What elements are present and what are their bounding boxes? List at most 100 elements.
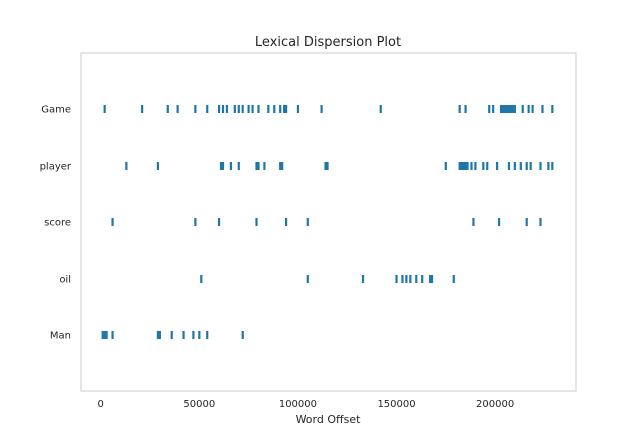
dispersion-mark: [101, 331, 104, 339]
dispersion-mark: [472, 218, 475, 226]
dispersion-mark: [462, 162, 465, 170]
dispersion-mark: [507, 162, 511, 170]
dispersion-mark: [194, 105, 197, 113]
dispersion-mark: [285, 105, 288, 113]
dispersion-mark: [273, 105, 276, 113]
dispersion-mark: [361, 275, 365, 283]
dispersion-mark: [409, 275, 412, 283]
dispersion-mark: [499, 105, 503, 113]
x-tick-label: 100000: [279, 399, 317, 410]
dispersion-mark: [474, 162, 477, 170]
dispersion-mark: [111, 218, 114, 226]
dispersion-mark: [525, 218, 528, 226]
dispersion-mark: [458, 162, 461, 170]
dispersion-mark: [251, 105, 254, 113]
dispersion-mark: [482, 162, 485, 170]
dispersion-mark: [511, 105, 514, 113]
dispersion-mark: [531, 105, 534, 113]
dispersion-mark: [470, 162, 473, 170]
dispersion-mark: [551, 162, 554, 170]
dispersion-mark: [241, 331, 244, 339]
dispersion-mark: [229, 162, 232, 170]
x-tick-label: 0: [98, 399, 104, 410]
dispersion-mark: [237, 105, 240, 113]
dispersion-mark: [460, 162, 463, 170]
dispersion-mark: [166, 105, 169, 113]
dispersion-mark: [501, 105, 505, 113]
dispersion-mark: [379, 105, 382, 113]
dispersion-mark: [279, 162, 282, 170]
dispersion-mark: [527, 105, 530, 113]
dispersion-mark: [103, 105, 106, 113]
dispersion-mark: [466, 162, 469, 170]
dispersion-mark: [521, 105, 524, 113]
dispersion-mark: [503, 105, 507, 113]
x-tick-labels: 0 50000 100000 150000 200000: [98, 399, 515, 410]
dispersion-mark: [111, 331, 114, 339]
dispersion-mark: [513, 162, 516, 170]
dispersion-mark: [217, 105, 221, 113]
dispersion-mark: [141, 105, 144, 113]
dispersion-mark: [221, 105, 225, 113]
dispersion-mark: [192, 331, 195, 339]
dispersion-mark: [509, 105, 513, 113]
dispersion-mark: [125, 162, 128, 170]
dispersion-mark: [464, 162, 467, 170]
dispersion-mark: [105, 331, 108, 339]
dispersion-mark: [257, 162, 260, 170]
dispersion-mark: [507, 105, 511, 113]
x-tick-label: 150000: [377, 399, 415, 410]
dispersion-mark: [296, 105, 300, 113]
dispersion-mark: [326, 162, 329, 170]
dispersion-mark: [519, 162, 522, 170]
dispersion-mark: [496, 162, 499, 170]
dispersion-mark: [200, 275, 203, 283]
dispersion-mark: [444, 162, 447, 170]
dispersion-mark: [225, 105, 229, 113]
dispersion-mark: [428, 275, 432, 283]
dispersion-mark: [541, 105, 544, 113]
dispersion-mark: [464, 105, 467, 113]
dispersion-mark: [206, 331, 209, 339]
dispersion-mark: [539, 162, 542, 170]
dispersion-mark: [539, 218, 542, 226]
dispersion-mark: [156, 162, 160, 170]
chart-title: Lexical Dispersion Plot: [255, 35, 401, 50]
dispersion-mark: [255, 218, 258, 226]
dispersion-mark: [505, 105, 509, 113]
dispersion-mark: [421, 275, 424, 283]
dispersion-mark: [306, 218, 309, 226]
dispersion-mark: [279, 105, 282, 113]
category-label: oil: [59, 275, 71, 286]
x-axis-label: Word Offset: [296, 413, 362, 426]
category-label: score: [44, 218, 71, 229]
dispersion-mark: [241, 105, 244, 113]
dispersion-mark: [257, 105, 260, 113]
dispersion-mark: [452, 275, 455, 283]
category-label: Game: [41, 105, 71, 116]
dispersion-mark: [513, 105, 516, 113]
dispersion-mark: [401, 275, 404, 283]
dispersion-mark: [492, 105, 495, 113]
dispersion-mark: [206, 105, 209, 113]
dispersion-mark: [285, 218, 288, 226]
dispersion-mark: [306, 275, 309, 283]
dispersion-mark: [283, 105, 286, 113]
dispersion-mark: [182, 331, 185, 339]
dispersion-mark: [497, 218, 501, 226]
dispersion-mark: [233, 105, 236, 113]
dispersion-mark: [103, 331, 106, 339]
dispersion-mark: [267, 105, 270, 113]
dispersion-mark: [219, 162, 223, 170]
x-tick-label: 50000: [183, 399, 215, 410]
dispersion-mark: [263, 162, 266, 170]
dispersion-mark: [547, 162, 550, 170]
dispersion-mark: [395, 275, 398, 283]
dispersion-mark: [486, 162, 489, 170]
dispersion-mark: [194, 218, 197, 226]
dispersion-mark: [198, 331, 201, 339]
dispersion-mark: [158, 331, 161, 339]
x-tick-label: 200000: [476, 399, 514, 410]
dispersion-mark: [525, 162, 528, 170]
